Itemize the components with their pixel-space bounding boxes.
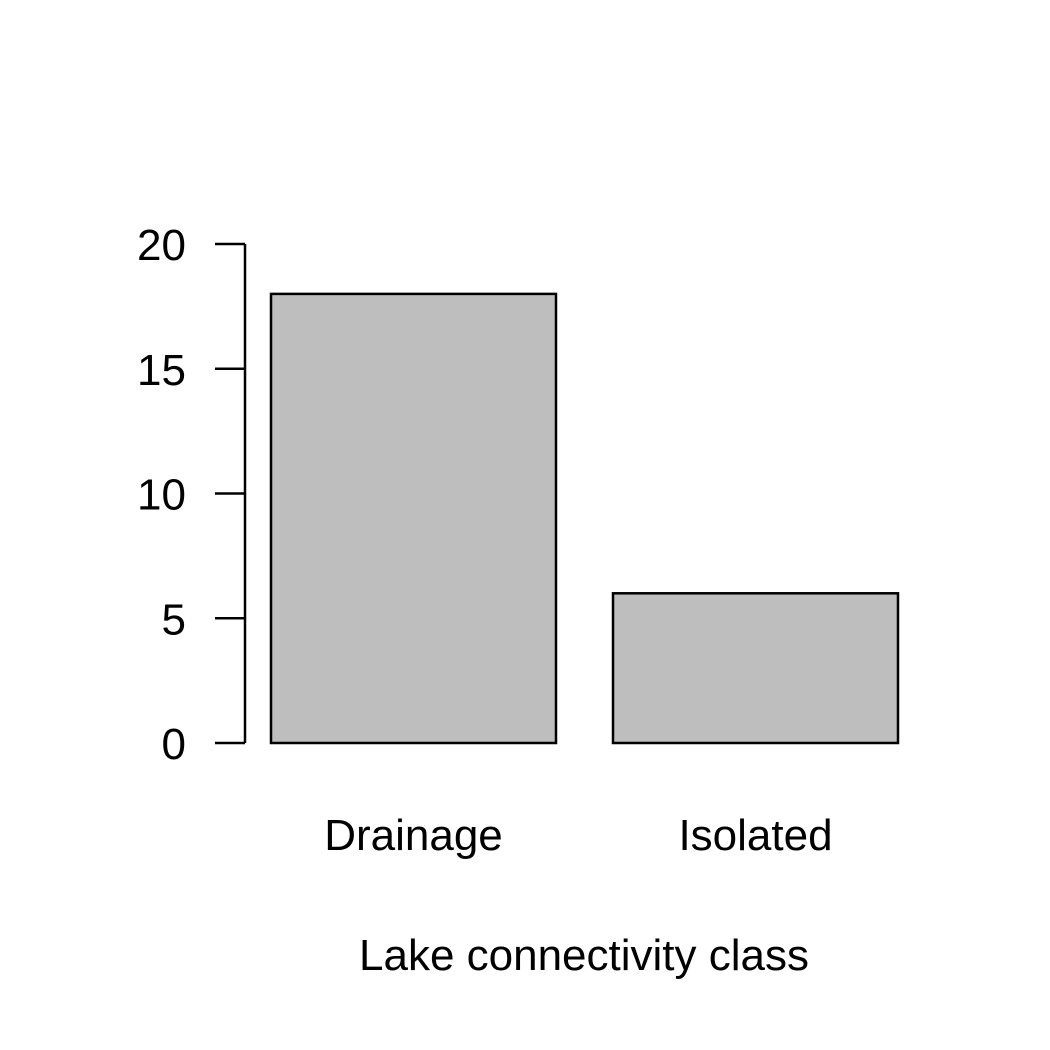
y-axis: 0 5 10 15 20 — [137, 221, 247, 769]
y-tick-label-10: 10 — [137, 471, 186, 520]
bars-group — [269, 292, 900, 745]
bar-drainage — [269, 292, 558, 745]
x-axis-labels: Drainage Isolated — [324, 811, 832, 860]
bar-isolated — [611, 592, 900, 745]
x-axis-title: Lake connectivity class — [359, 931, 809, 980]
y-tick-label-5: 5 — [162, 595, 186, 644]
x-category-label-isolated: Isolated — [678, 811, 832, 860]
y-tick-label-0: 0 — [162, 720, 186, 769]
x-category-label-drainage: Drainage — [324, 811, 503, 860]
y-tick-label-20: 20 — [137, 221, 186, 270]
y-tick-label-15: 15 — [137, 346, 186, 395]
